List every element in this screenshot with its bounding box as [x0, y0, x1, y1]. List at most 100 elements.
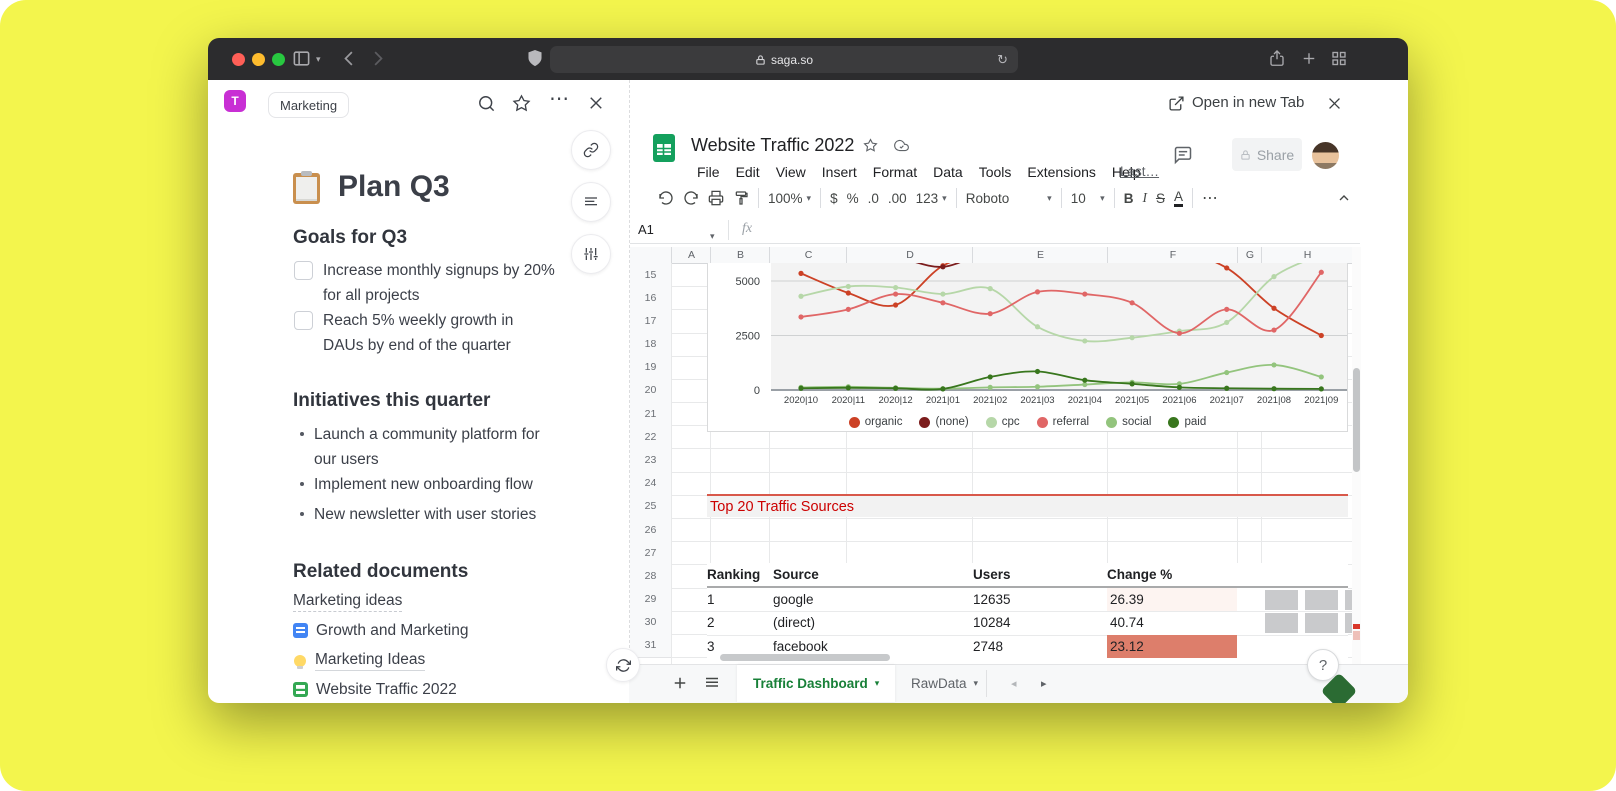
related-doc-link[interactable]: Growth and Marketing [293, 622, 469, 640]
related-doc-link[interactable]: Marketing Ideas [293, 651, 426, 671]
print-icon[interactable] [708, 190, 724, 206]
more-formats-button[interactable]: 123 ▾ [915, 190, 947, 206]
row-header-18[interactable]: 18 [630, 332, 672, 357]
tab-overview-icon[interactable] [1330, 49, 1348, 68]
star-document-icon[interactable] [863, 138, 878, 153]
italic-button[interactable]: I [1142, 190, 1147, 205]
vertical-scrollbar-thumb[interactable] [1353, 368, 1360, 472]
close-window-button[interactable] [232, 53, 245, 66]
row-header-24[interactable]: 24 [630, 471, 672, 496]
search-icon[interactable] [477, 94, 496, 113]
row-header-31[interactable]: 31 [630, 633, 672, 659]
collapse-toolbar-icon[interactable] [1336, 190, 1352, 206]
workspace-avatar[interactable]: T [224, 90, 246, 112]
paint-format-icon[interactable] [733, 190, 749, 206]
format-percent-button[interactable]: % [846, 190, 859, 206]
menu-data[interactable]: Data [933, 164, 963, 180]
open-in-new-tab-label[interactable]: Open in new Tab [1192, 94, 1305, 111]
row-header-17[interactable]: 17 [630, 309, 672, 334]
column-header-B[interactable]: B [710, 247, 770, 264]
sidebar-icon[interactable] [292, 49, 311, 68]
caret-down-icon[interactable]: ▾ [874, 678, 880, 688]
sheet-tab-rawdata[interactable]: RawData ▾ [895, 665, 994, 702]
column-header-D[interactable]: D [846, 247, 973, 264]
menu-view[interactable]: View [775, 164, 806, 180]
row-header-16[interactable]: 16 [630, 286, 672, 311]
address-bar[interactable]: saga.so ↻ [550, 46, 1018, 73]
font-size-select[interactable]: 10 ▾ [1070, 190, 1105, 206]
column-header-F[interactable]: F [1107, 247, 1238, 264]
all-sheets-icon[interactable] [703, 674, 721, 692]
column-header-A[interactable]: A [671, 247, 711, 264]
menu-help[interactable]: Help [1111, 164, 1141, 180]
forward-icon[interactable] [368, 49, 387, 68]
caret-down-icon[interactable]: ▾ [973, 678, 979, 688]
related-doc-link[interactable]: Marketing ideas [293, 592, 403, 612]
select-all-corner[interactable] [630, 247, 672, 264]
column-header-G[interactable]: G [1237, 247, 1262, 264]
prev-sheet-icon[interactable]: ◂ [1011, 678, 1017, 690]
row-header-20[interactable]: 20 [630, 378, 672, 404]
row-header-30[interactable]: 30 [630, 610, 672, 635]
row-header-19[interactable]: 19 [630, 355, 672, 380]
zoom-select[interactable]: 100% ▾ [768, 190, 812, 206]
outline-button[interactable] [571, 182, 611, 222]
favorite-star-icon[interactable] [512, 94, 531, 113]
toolbar-more-icon[interactable]: ⋯ [1201, 190, 1218, 207]
column-header-H[interactable]: H [1261, 247, 1353, 264]
sheet-tab-traffic-dashboard[interactable]: Traffic Dashboard ▾ [737, 665, 896, 702]
back-icon[interactable] [340, 49, 359, 68]
increase-decimals-button[interactable]: .00 [887, 190, 907, 206]
column-header-E[interactable]: E [972, 247, 1108, 264]
new-tab-icon[interactable] [1300, 49, 1318, 68]
external-link-icon[interactable] [1168, 95, 1185, 112]
horizontal-scrollbar[interactable] [720, 654, 890, 661]
menu-edit[interactable]: Edit [735, 164, 760, 180]
row-header-29[interactable]: 29 [630, 587, 672, 612]
comment-icon[interactable] [1173, 145, 1193, 165]
user-avatar[interactable] [1312, 142, 1339, 169]
strikethrough-button[interactable]: S [1155, 190, 1165, 206]
help-button[interactable]: ? [1307, 649, 1339, 681]
checkbox[interactable] [294, 261, 313, 280]
menu-file[interactable]: File [697, 164, 720, 180]
undo-icon[interactable] [658, 190, 674, 206]
minimize-window-button[interactable] [252, 53, 265, 66]
breadcrumb[interactable]: Marketing [268, 92, 350, 118]
menu-insert[interactable]: Insert [821, 164, 857, 180]
spreadsheet-title[interactable]: Website Traffic 2022 [691, 135, 855, 155]
settings-button[interactable] [571, 234, 611, 274]
bold-button[interactable]: B [1123, 190, 1134, 206]
redo-icon[interactable] [683, 190, 699, 206]
more-options-icon[interactable]: ⋯ [549, 88, 570, 110]
row-header-28[interactable]: 28 [630, 564, 672, 589]
row-header-27[interactable]: 27 [630, 541, 672, 566]
related-doc-link[interactable]: Website Traffic 2022 [293, 681, 457, 699]
vertical-scrollbar-track[interactable] [1352, 247, 1361, 665]
column-header-C[interactable]: C [769, 247, 847, 264]
add-sheet-icon[interactable] [671, 674, 689, 692]
share-icon[interactable] [1268, 49, 1286, 68]
menu-tools[interactable]: Tools [978, 164, 1012, 180]
format-currency-button[interactable]: $ [830, 190, 838, 206]
decrease-decimals-button[interactable]: .0 [867, 190, 879, 206]
last-edit-link[interactable]: Last… [1120, 164, 1160, 179]
row-header-25[interactable]: 25 [630, 494, 672, 519]
checkbox[interactable] [294, 311, 313, 330]
reload-icon[interactable]: ↻ [997, 51, 1008, 67]
row-header-22[interactable]: 22 [630, 425, 672, 450]
text-color-button[interactable]: A [1173, 189, 1183, 207]
caret-down-icon[interactable]: ▾ [710, 231, 715, 241]
menu-format[interactable]: Format [872, 164, 918, 180]
row-header-15[interactable]: 15 [630, 263, 672, 288]
close-embed-icon[interactable] [1326, 95, 1343, 112]
next-sheet-icon[interactable]: ▸ [1041, 678, 1047, 690]
font-select[interactable]: Roboto ▾ [965, 190, 1052, 206]
row-header-23[interactable]: 23 [630, 448, 672, 473]
copy-link-button[interactable] [571, 130, 611, 170]
menu-extensions[interactable]: Extensions [1027, 164, 1096, 180]
refresh-embed-button[interactable] [606, 648, 640, 682]
row-header-21[interactable]: 21 [630, 402, 672, 427]
chevron-down-icon[interactable]: ▾ [316, 54, 321, 64]
